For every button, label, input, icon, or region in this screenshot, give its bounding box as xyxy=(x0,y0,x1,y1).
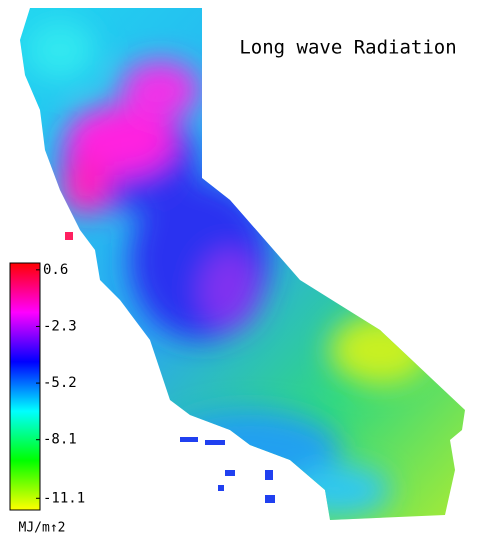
colorbar-tick-label: -11.1 xyxy=(43,490,85,506)
colorbar-tick-label: -2.3 xyxy=(43,318,77,334)
colorbar xyxy=(9,262,41,511)
colorbar-tick-label: -8.1 xyxy=(43,432,77,448)
colorbar-unit: MJ/m↑2 xyxy=(19,521,66,536)
map-title: Long wave Radiation xyxy=(239,37,456,59)
colorbar-ticks: 0.6 -2.3 -5.2 -8.1 -11.1 xyxy=(36,262,85,506)
colorbar-tick-label: 0.6 xyxy=(43,262,68,278)
colorbar-tick-label: -5.2 xyxy=(43,375,77,391)
islands xyxy=(65,232,275,503)
